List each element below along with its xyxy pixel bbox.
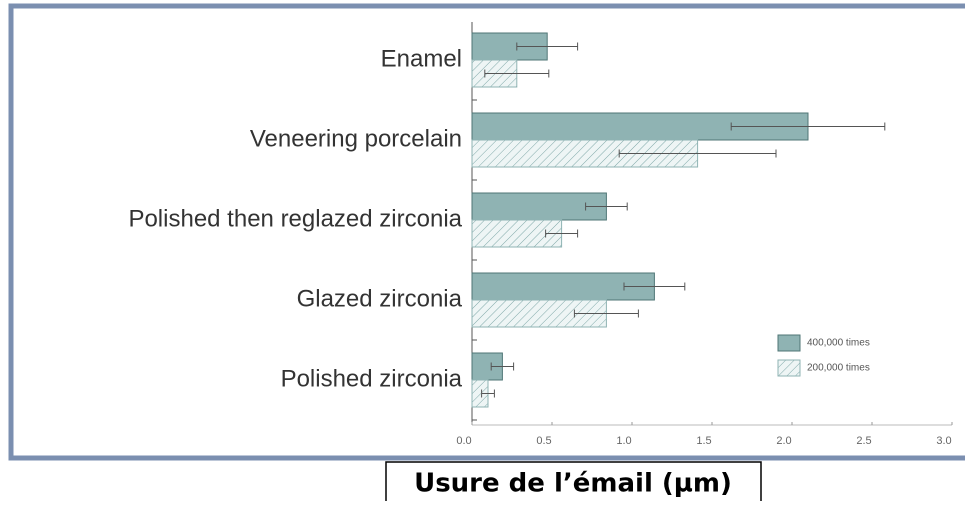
category-label: Enamel [381, 45, 462, 72]
x-tick-label: 1.5 [696, 435, 711, 447]
category-label: Glazed zirconia [297, 285, 463, 312]
error-bar [484, 69, 550, 78]
x-axis-label: Usure de l’émail (µm) [414, 469, 732, 499]
category-label: Veneering porcelain [250, 125, 462, 152]
error-bar [490, 362, 515, 371]
x-tick-label: 2.5 [856, 435, 871, 447]
x-tick-label: 0.5 [536, 435, 551, 447]
error-bar [545, 229, 579, 238]
x-tick-label: 1.0 [616, 435, 631, 447]
legend-label: 400,000 times [807, 338, 870, 349]
x-tick-label: 3.0 [936, 435, 951, 447]
x-tick-label: 0.0 [456, 435, 471, 447]
error-bar [481, 389, 495, 398]
error-bar [573, 309, 639, 318]
error-bar [623, 282, 686, 291]
error-bar [516, 42, 579, 51]
x-tick-label: 2.0 [776, 435, 791, 447]
error-bar [618, 149, 777, 158]
error-bar [585, 202, 628, 211]
error-bar [730, 122, 886, 131]
legend-swatch [777, 334, 801, 352]
bar [471, 192, 607, 221]
legend-label: 200,000 times [807, 363, 870, 374]
category-label: Polished then reglazed zirconia [128, 205, 462, 232]
legend-swatch [777, 359, 801, 377]
category-label: Polished zirconia [281, 365, 463, 392]
